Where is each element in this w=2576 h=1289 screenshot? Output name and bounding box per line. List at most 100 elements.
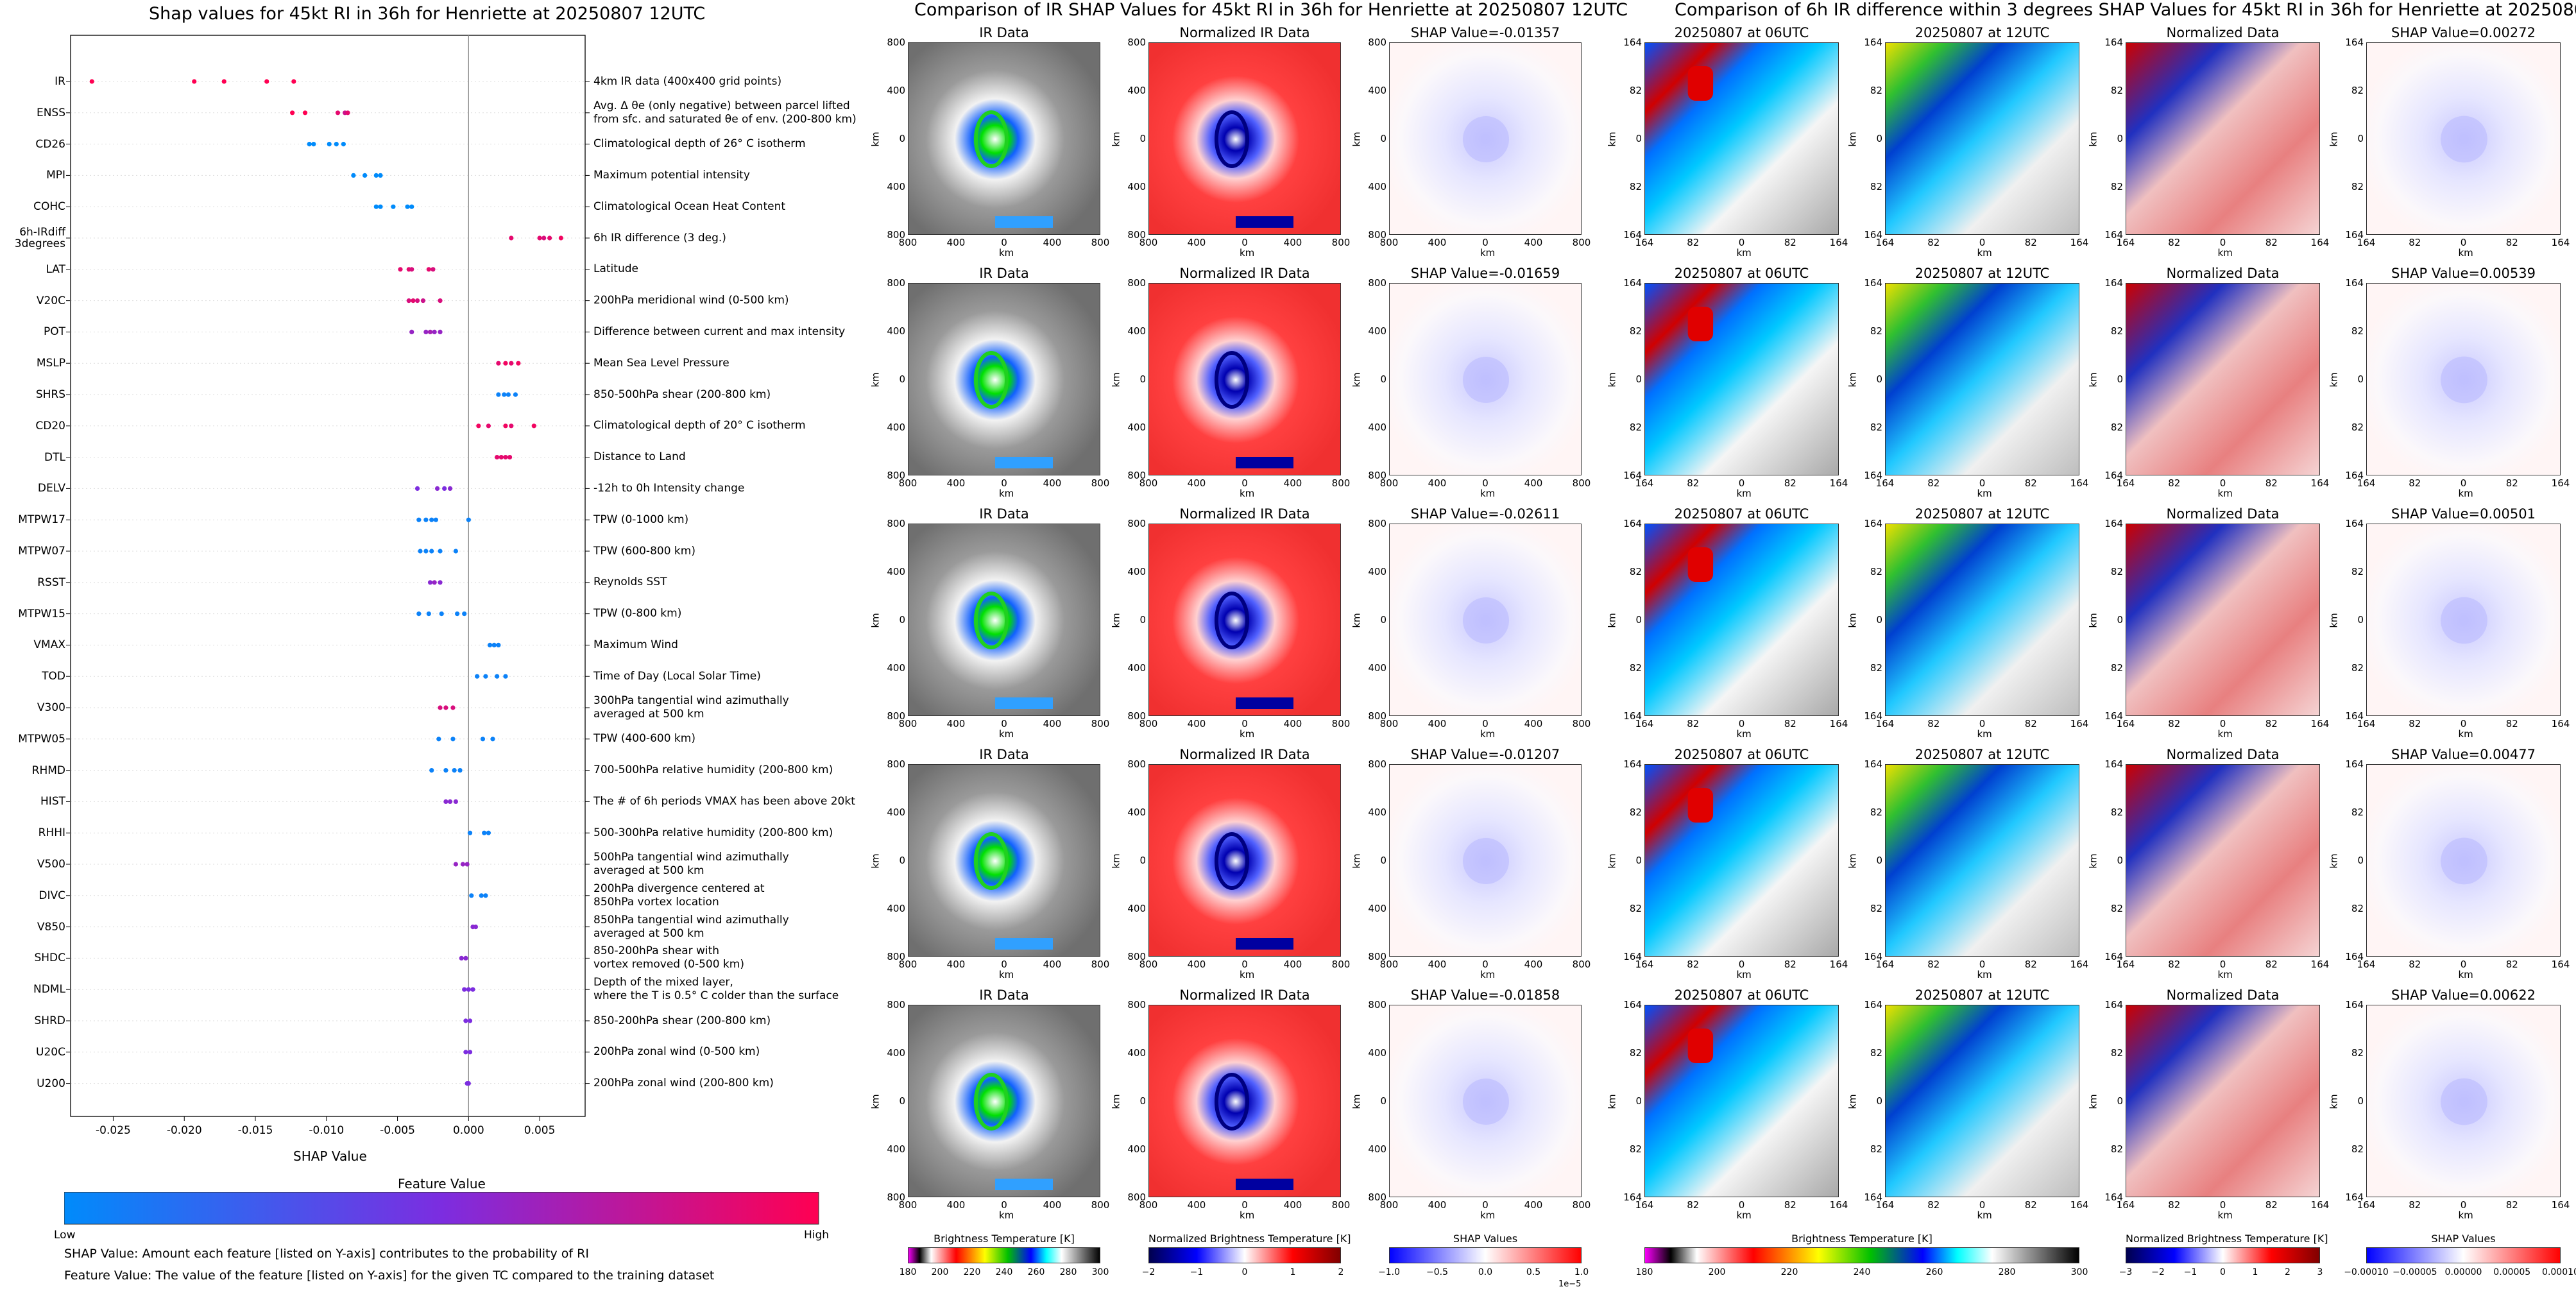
colorbar-gradient	[1644, 1247, 2079, 1263]
x-tick-label: 164	[1829, 959, 1848, 970]
feature-description: Reynolds SST	[593, 576, 667, 589]
shap-point	[345, 110, 350, 115]
shap-point	[558, 235, 563, 241]
panel-title: Normalized IR Data	[1179, 987, 1310, 1003]
x-tick-label: 800	[1572, 477, 1591, 489]
y-axis-label: km	[1351, 853, 1363, 869]
colorbar-tick-label: −0.5	[1426, 1267, 1448, 1277]
y-axis-label: km	[1110, 613, 1122, 628]
x-tick-label: 0	[1241, 477, 1248, 489]
shap-point	[334, 142, 339, 147]
x-axis-label: km	[999, 488, 1014, 499]
y-axis-label: km	[1847, 132, 1859, 147]
y-tick-label: 0	[1635, 855, 1642, 866]
feature-label: LAT	[8, 264, 65, 275]
shap-point	[426, 267, 431, 272]
shap-point	[499, 455, 504, 460]
x-tick-label: 0	[1482, 959, 1488, 970]
y-tick-label: 0	[2357, 373, 2364, 385]
storm-core	[974, 1073, 1009, 1131]
x-tick-label: 400	[1187, 1199, 1206, 1211]
y-tick-label: 164	[1623, 710, 1642, 722]
y-tick-label: 800	[1127, 951, 1146, 962]
shap-point	[476, 423, 481, 429]
shap-point	[264, 79, 269, 84]
shap-point	[427, 329, 433, 335]
feature-label-line: MTPW07	[18, 545, 65, 558]
y-tick-label: 800	[887, 758, 905, 770]
x-tick-label: 164	[2310, 477, 2330, 489]
image-fill	[1149, 284, 1340, 475]
y-tick-label: 164	[2104, 999, 2123, 1011]
y-axis-label: km	[1606, 613, 1618, 628]
shap-point	[373, 173, 379, 178]
x-tick-label: 164	[1829, 718, 1848, 730]
y-tick-label: 164	[1623, 999, 1642, 1011]
feature-description-line: Latitude	[593, 262, 638, 276]
shap-point	[409, 329, 414, 335]
feature-label-line: TOD	[42, 670, 65, 683]
y-tick-label: 0	[1139, 614, 1146, 626]
feature-label: NDML	[8, 984, 65, 995]
feature-description-line: where the T is 0.5° C colder than the su…	[593, 989, 839, 1003]
feature-label: TOD	[8, 670, 65, 682]
shap-point	[447, 799, 453, 804]
feature-description: TPW (400-600 km)	[593, 732, 695, 746]
feature-label-line: NDML	[33, 983, 65, 996]
image-fill	[908, 1005, 1100, 1197]
shap-point	[486, 423, 491, 429]
feature-description: Climatological Ocean Heat Content	[593, 200, 785, 214]
x-tick-label: 800	[898, 1199, 917, 1211]
shap-point	[465, 862, 470, 867]
colorbar-tick-label: 180	[899, 1267, 917, 1277]
panel-title: 20250807 at 06UTC	[1674, 506, 1809, 522]
shap-point	[537, 235, 542, 241]
feature-label: MTPW05	[8, 733, 65, 745]
norm6-image-panel	[2126, 524, 2320, 716]
shap-point	[503, 423, 508, 429]
x-tick-label: 82	[2505, 718, 2518, 730]
shap-point	[467, 1018, 473, 1023]
x-tick-label: 400	[1187, 959, 1206, 970]
x-axis-label: km	[1977, 969, 1992, 980]
feature-label: DELV	[8, 482, 65, 494]
y-axis-label: km	[2087, 372, 2099, 388]
shap-point	[409, 267, 414, 272]
x-tick-label: 82	[2409, 237, 2421, 248]
y-tick-label: 82	[1870, 181, 1882, 192]
cold-core	[1687, 66, 1714, 101]
feature-label-line: COHC	[33, 200, 65, 214]
y-tick-label: 164	[1864, 229, 1882, 241]
x-tick-label: 0	[1738, 237, 1745, 248]
colorbar-gradient	[2126, 1247, 2320, 1263]
y-tick-label: 164	[1623, 277, 1642, 289]
shap-axes-frame	[70, 35, 586, 1117]
x-axis-label: km	[1480, 488, 1496, 499]
feature-label-line: MTPW05	[18, 732, 65, 746]
x-tick-label: 82	[2409, 477, 2421, 489]
norm6-image	[2126, 765, 2319, 956]
shap-point	[443, 705, 448, 710]
shap-point	[414, 298, 420, 303]
norm6-image	[2126, 43, 2319, 234]
ir6-image	[1645, 1005, 1838, 1197]
y-tick-label: 400	[1127, 566, 1146, 577]
panel-title: Normalized IR Data	[1179, 747, 1310, 762]
x-tick-label: 164	[1635, 718, 1654, 730]
x-tick-label: 0.000	[453, 1124, 484, 1137]
x-tick-label: 164	[2551, 959, 2570, 970]
colorbar-tick-label: 280	[1059, 1267, 1077, 1277]
x-tick-label: -0.015	[238, 1124, 273, 1137]
image-fill	[1886, 524, 2079, 715]
y-tick-label: 82	[2110, 181, 2123, 192]
panel-title: Normalized Data	[2166, 747, 2280, 762]
y-axis-label: km	[1110, 132, 1122, 147]
x-tick-label: 164	[2116, 1199, 2135, 1211]
y-tick-label: 400	[887, 807, 905, 818]
feature-label: V300	[8, 702, 65, 713]
x-tick-label: 0	[1241, 237, 1248, 248]
feature-description: 850-500hPa shear (200-800 km)	[593, 388, 771, 402]
feature-label-line: V500	[37, 858, 65, 871]
feature-description-line: Distance to Land	[593, 450, 686, 464]
y-tick-label: 82	[2110, 85, 2123, 96]
